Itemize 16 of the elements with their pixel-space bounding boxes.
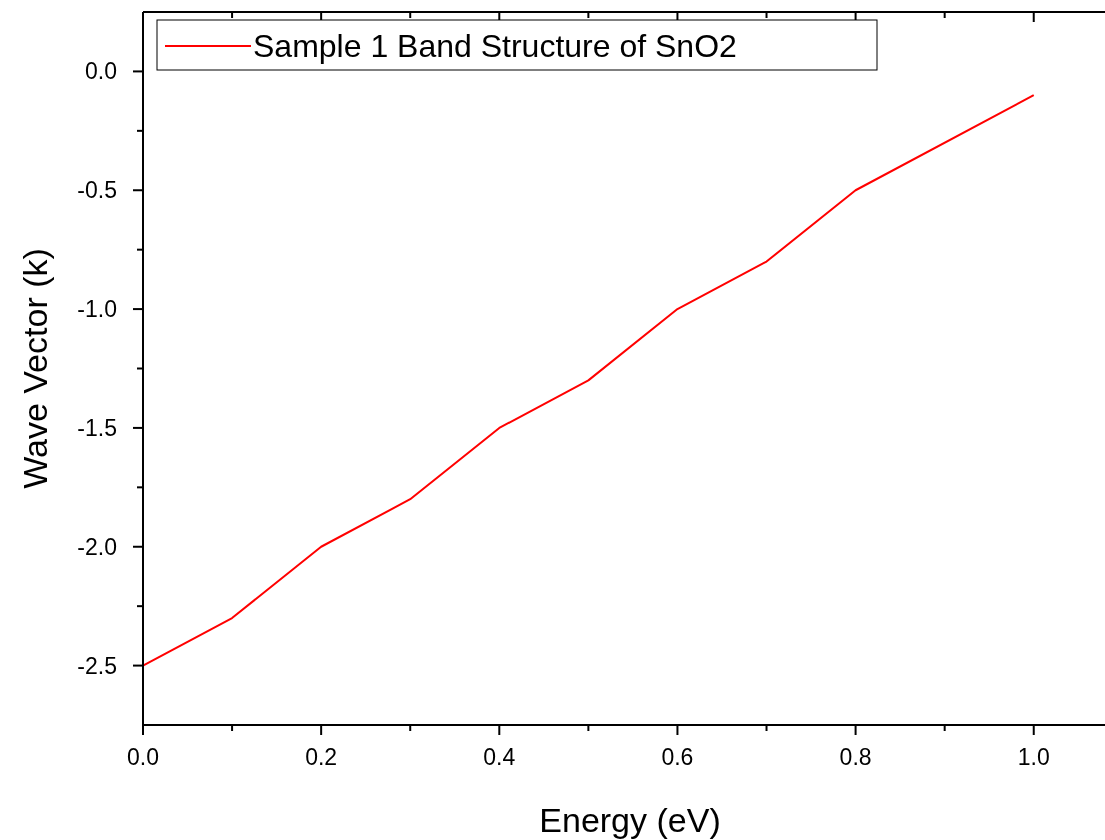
- y-tick-label: -2.5: [77, 652, 117, 679]
- x-axis-title: Energy (eV): [539, 801, 721, 839]
- x-tick-label: 0.8: [839, 744, 872, 770]
- legend-label: Sample 1 Band Structure of SnO2: [253, 28, 737, 64]
- x-tick-label: 0.2: [305, 744, 338, 770]
- y-axis-title: Wave Vector (k): [16, 248, 54, 489]
- y-tick-label: -2.0: [77, 533, 117, 560]
- y-tick-label: 0.0: [85, 58, 117, 85]
- x-tick-label: 1.0: [1017, 744, 1050, 770]
- y-tick-label: -0.5: [77, 177, 117, 204]
- x-tick-label: 0.0: [127, 744, 159, 770]
- line-series: [142, 94, 1035, 667]
- y-tick-label: -1.5: [77, 414, 117, 441]
- x-tick-label: 0.6: [661, 744, 694, 770]
- y-tick-label: -1.0: [77, 296, 117, 323]
- x-tick-label: 0.4: [483, 744, 516, 770]
